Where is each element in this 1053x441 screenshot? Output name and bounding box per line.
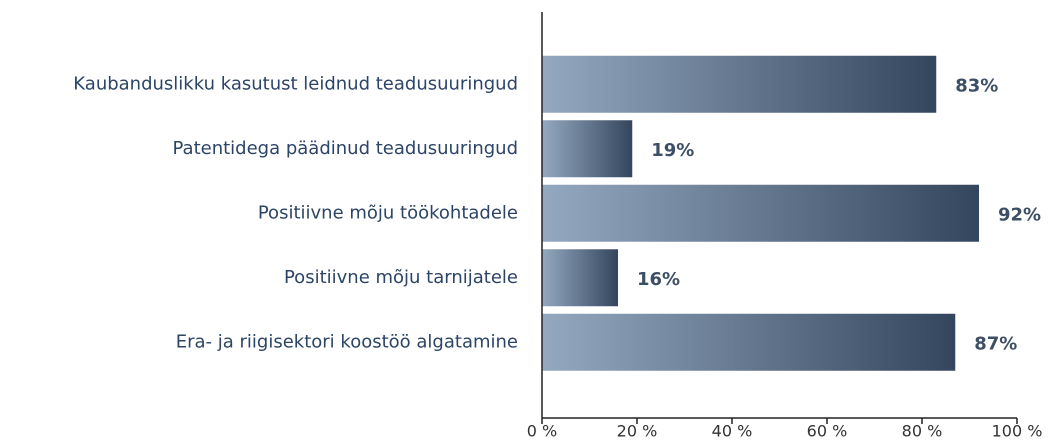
category-label: Positiivne mõju töökohtadele (258, 202, 518, 223)
category-label: Positiivne mõju tarnijatele (284, 267, 518, 288)
category-label: Kaubanduslikku kasutust leidnud teadusuu… (73, 73, 518, 94)
x-tick-label: 40 % (712, 422, 753, 441)
bar (542, 313, 956, 371)
value-label: 83% (955, 75, 998, 96)
value-label: 16% (637, 269, 680, 290)
value-label: 87% (974, 333, 1017, 354)
bar (542, 249, 618, 307)
x-tick-label: 100 % (992, 422, 1043, 441)
category-label: Era- ja riigisektori koostöö algatamine (176, 331, 518, 352)
category-label: Patentidega päädinud teadusuuringud (173, 138, 519, 159)
x-tick-label: 80 % (902, 422, 943, 441)
x-tick-label: 60 % (807, 422, 848, 441)
bar (542, 184, 979, 242)
value-label: 92% (998, 204, 1041, 225)
bar (542, 120, 633, 178)
bar (542, 55, 937, 113)
x-tick-label: 0 % (527, 422, 557, 441)
x-tick-label: 20 % (617, 422, 658, 441)
value-label: 19% (651, 140, 694, 161)
